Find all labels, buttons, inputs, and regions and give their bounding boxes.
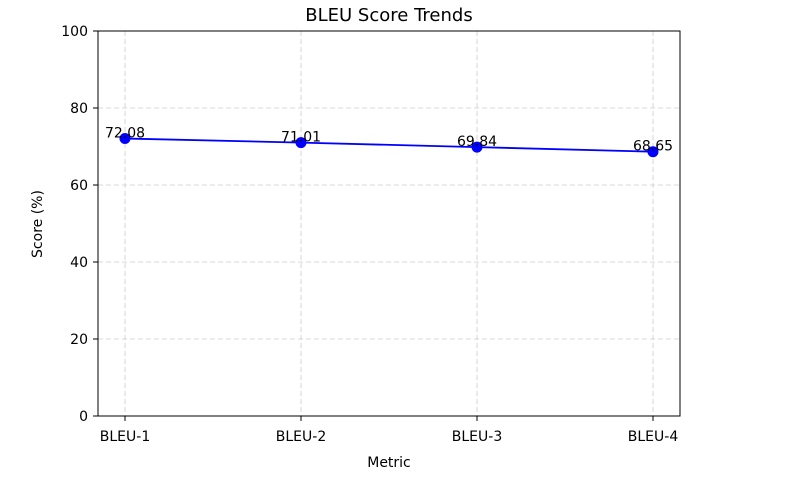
data-point [471, 141, 483, 153]
y-tick-label: 100 [61, 24, 88, 40]
x-tick-label: BLEU-3 [452, 429, 502, 445]
y-tick-label: 60 [70, 178, 88, 194]
y-axis-label: Score (%) [30, 190, 46, 258]
y-tick-label: 20 [70, 332, 88, 348]
series-layer [119, 132, 659, 158]
data-label: 71.01 [281, 130, 321, 146]
axis-layer: BLEU-1 BLEU-2 BLEU-3 BLEU-4 0 20 40 60 80 100 [61, 24, 678, 445]
data-point [647, 146, 659, 158]
y-tick-label: 0 [79, 409, 88, 425]
plot-frame [97, 30, 681, 417]
y-tick-label: 40 [70, 255, 88, 271]
x-axis-label: Metric [367, 455, 411, 471]
data-label: 68.65 [633, 139, 673, 155]
data-point [295, 137, 307, 149]
x-tick-label: BLEU-4 [628, 429, 679, 445]
x-tick-label: BLEU-2 [276, 429, 326, 445]
chart-title: BLEU Score Trends [305, 5, 472, 26]
data-point [119, 132, 131, 144]
data-label-layer: 72.08 71.01 69.84 68.65 [105, 125, 673, 154]
y-tick-label: 80 [70, 101, 88, 117]
data-label: 72.08 [105, 125, 145, 141]
grid-layer [98, 30, 680, 417]
data-label: 69.84 [457, 134, 497, 150]
x-tick-label: BLEU-1 [100, 429, 150, 445]
series-line [124, 137, 654, 153]
